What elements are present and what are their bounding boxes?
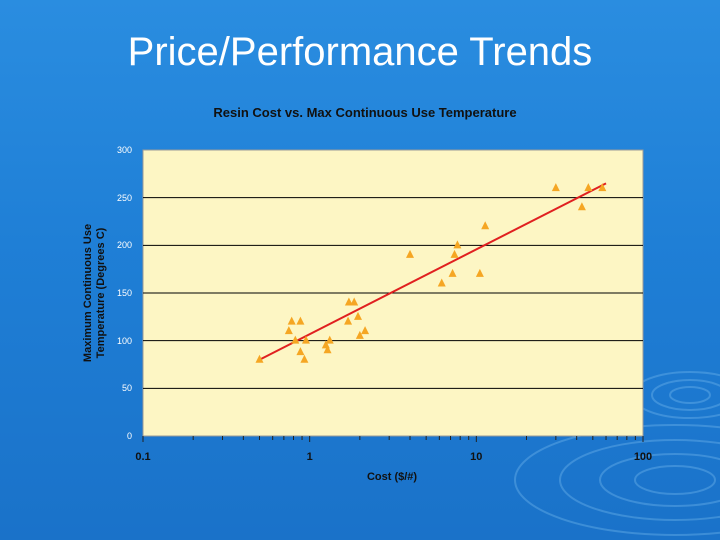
data-point (361, 326, 370, 335)
data-points (255, 183, 607, 363)
y-axis-label: Maximum Continuous Use Temperature (Degr… (82, 224, 107, 362)
x-tick-label: 1 (307, 451, 313, 463)
data-point (300, 354, 309, 363)
data-point (437, 278, 446, 287)
data-point (255, 354, 264, 363)
data-point (406, 249, 415, 258)
y-axis-label-line-1: Maximum Continuous Use (82, 224, 94, 362)
data-point (453, 240, 462, 249)
data-point (551, 183, 560, 192)
chart-title: Resin Cost vs. Max Continuous Use Temper… (213, 105, 516, 120)
data-point (344, 297, 353, 306)
data-point (598, 183, 607, 192)
x-tick-marks (142, 436, 644, 442)
y-tick-label: 50 (122, 383, 132, 393)
y-tick-labels: 0 50 100 150 200 250 300 (117, 145, 132, 441)
data-point (448, 268, 457, 277)
y-tick-label: 250 (117, 193, 132, 203)
data-point (350, 297, 359, 306)
data-point (323, 345, 332, 354)
y-tick-label: 100 (117, 336, 132, 346)
data-point (287, 316, 296, 325)
y-tick-label: 200 (117, 240, 132, 250)
y-axis-label-line-2: Temperature (Degrees C) (95, 227, 107, 358)
data-point (354, 311, 363, 320)
gridlines (143, 197, 643, 389)
x-tick-label: 100 (634, 451, 652, 463)
y-tick-label: 0 (127, 431, 132, 441)
slide-title: Price/Performance Trends (127, 30, 593, 74)
data-point (584, 183, 593, 192)
x-tick-label: 0.1 (135, 451, 150, 463)
x-tick-labels: 0.1 1 10 100 (135, 451, 652, 463)
data-point (296, 316, 305, 325)
data-point (475, 268, 484, 277)
data-point (291, 335, 300, 344)
data-point (296, 347, 305, 356)
data-point (301, 335, 310, 344)
trendline (259, 182, 607, 361)
data-point (355, 330, 364, 339)
y-tick-label: 150 (117, 288, 132, 298)
data-point (284, 326, 293, 335)
data-point (344, 316, 353, 325)
x-tick-label: 10 (470, 451, 482, 463)
x-axis-label: Cost ($/#) (367, 471, 417, 483)
data-point (481, 221, 490, 230)
data-point (325, 335, 334, 344)
data-point (577, 202, 586, 211)
data-point (450, 249, 459, 258)
y-tick-label: 300 (117, 145, 132, 155)
